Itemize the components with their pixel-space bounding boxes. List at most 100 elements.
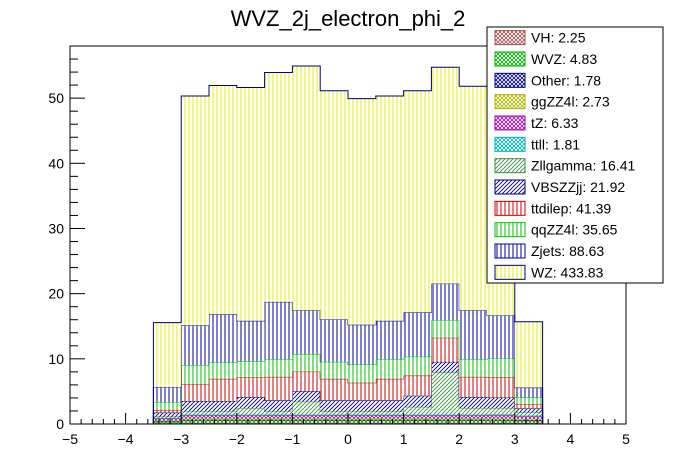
- legend-swatch: [494, 179, 526, 195]
- bar-ggzz4l-bin-1: [181, 418, 209, 420]
- bar-ggzz4l-bin-12: [487, 418, 515, 420]
- bar-tz-bin-4: [264, 415, 293, 419]
- bar-vh-bin-9: [403, 422, 432, 424]
- bar-qqzz4l-bin-3: [236, 361, 265, 378]
- legend-label: Zllgamma: 16.41: [531, 158, 635, 174]
- bar-ggzz4l-bin-9: [403, 418, 432, 420]
- bar-qqzz4l-bin-9: [403, 356, 432, 376]
- y-tick-label: 10: [48, 351, 64, 367]
- bar-qqzz4l-bin-7: [348, 364, 376, 383]
- legend-entry-zllgamma: Zllgamma: 16.41: [494, 158, 635, 174]
- bar-tz-bin-6: [320, 415, 348, 419]
- bar-zjets-bin-1: [181, 325, 209, 366]
- legend-swatch: [494, 94, 526, 110]
- legend-label: WZ: 433.83: [531, 264, 604, 280]
- bar-zllgamma-bin-9: [403, 406, 432, 415]
- bar-vbszzjj-bin-10: [431, 361, 460, 373]
- bar-wz-bin-13: [514, 321, 543, 388]
- bar-wz-bin-8: [375, 95, 404, 321]
- bar-vbszzjj-bin-2: [209, 400, 237, 412]
- bar-ttdilep-bin-0: [153, 409, 182, 413]
- legend-box: [486, 26, 664, 284]
- bar-ttdilep-bin-4: [264, 376, 293, 401]
- legend-swatch: [494, 30, 526, 46]
- bar-qqzz4l-bin-6: [320, 361, 348, 379]
- bar-zllgamma-bin-3: [236, 408, 265, 415]
- x-tick-label: 3: [511, 431, 519, 447]
- bar-ttdilep-bin-7: [348, 382, 376, 401]
- bar-ttdilep-bin-1: [181, 384, 209, 401]
- series-vbszzjj: [152, 361, 544, 424]
- legend-entry-ttll: ttll: 1.81: [494, 136, 580, 152]
- bar-ttdilep-bin-9: [403, 375, 432, 396]
- legend-swatch: [494, 158, 526, 174]
- bar-wvz-bin-6: [320, 420, 348, 423]
- bar-tz-bin-7: [348, 415, 376, 419]
- x-tick-label: −4: [118, 431, 134, 447]
- bar-zjets-bin-11: [459, 310, 487, 360]
- bar-wvz-bin-0: [153, 422, 182, 424]
- bar-vbszzjj-bin-7: [348, 400, 376, 412]
- legend-entry-ggzz4l: ggZZ4l: 2.73: [494, 94, 610, 110]
- bar-ggzz4l-bin-11: [459, 418, 487, 420]
- bar-vbszzjj-bin-9: [403, 395, 432, 407]
- legend-swatch: [494, 243, 526, 259]
- legend-entry-vh: VH: 2.25: [494, 30, 586, 46]
- bar-ttdilep-bin-13: [514, 404, 543, 409]
- x-tick-label: −5: [62, 431, 78, 447]
- bar-vh-bin-8: [375, 422, 404, 424]
- legend-swatch: [494, 200, 526, 216]
- x-tick-label: 4: [567, 431, 575, 447]
- bar-zjets-bin-4: [264, 301, 293, 360]
- histogram-bars: [152, 65, 544, 424]
- bar-zjets-bin-3: [236, 320, 265, 362]
- bar-tz-bin-1: [181, 415, 209, 419]
- bar-zllgamma-bin-0: [153, 416, 182, 418]
- legend-entry-zjets: Zjets: 88.63: [494, 243, 604, 259]
- bar-vbszzjj-bin-6: [320, 400, 348, 412]
- bar-tz-bin-9: [403, 415, 432, 419]
- legend: VH: 2.25 WVZ: 4.83 Other: 1.78 ggZZ4l: 2.73…: [486, 26, 664, 284]
- bar-zjets-bin-7: [348, 324, 376, 365]
- bar-tz-bin-0: [153, 418, 182, 421]
- x-tick-label: 5: [622, 431, 630, 447]
- bar-ggzz4l-bin-10: [431, 418, 460, 420]
- bar-wz-bin-5: [292, 66, 321, 311]
- bar-vh-bin-5: [292, 422, 321, 424]
- chart-title: WVZ_2j_electron_phi_2: [231, 6, 466, 31]
- bar-wz-bin-7: [348, 98, 376, 325]
- bar-qqzz4l-bin-2: [209, 362, 237, 379]
- legend-label: ttll: 1.81: [531, 136, 580, 152]
- bar-ttdilep-bin-11: [459, 376, 487, 398]
- bar-zllgamma-bin-8: [375, 411, 404, 415]
- bar-ttdilep-bin-2: [209, 378, 237, 401]
- bar-zllgamma-bin-7: [348, 411, 376, 415]
- legend-entry-other: Other: 1.78: [494, 72, 601, 88]
- bar-zjets-bin-10: [431, 283, 460, 321]
- bar-wz-bin-10: [431, 67, 460, 284]
- legend-label: ttdilep: 41.39: [531, 200, 611, 216]
- bar-tz-bin-10: [431, 415, 460, 419]
- bar-vbszzjj-bin-5: [292, 391, 321, 402]
- legend-entry-wz: WZ: 433.83: [494, 264, 604, 280]
- bar-vh-bin-13: [514, 422, 543, 424]
- bar-zllgamma-bin-2: [209, 411, 237, 415]
- bar-ttdilep-bin-8: [375, 378, 404, 401]
- bar-wz-bin-0: [153, 322, 182, 388]
- x-tick-label: −1: [284, 431, 300, 447]
- bar-wz-bin-3: [236, 87, 265, 321]
- bar-wvz-bin-13: [514, 420, 543, 423]
- legend-entry-ttdilep: ttdilep: 41.39: [494, 200, 611, 216]
- bar-wvz-bin-3: [236, 420, 265, 423]
- bar-vbszzjj-bin-0: [153, 412, 182, 417]
- bar-vbszzjj-bin-12: [487, 397, 515, 408]
- bar-zllgamma-bin-1: [181, 411, 209, 415]
- bar-vbszzjj-bin-1: [181, 400, 209, 412]
- bar-ggzz4l-bin-7: [348, 418, 376, 420]
- bar-tz-bin-5: [292, 415, 321, 419]
- bar-wvz-bin-2: [209, 420, 237, 423]
- y-tick-label: 0: [56, 416, 64, 432]
- bar-ttdilep-bin-5: [292, 371, 321, 392]
- bar-tz-bin-3: [236, 415, 265, 419]
